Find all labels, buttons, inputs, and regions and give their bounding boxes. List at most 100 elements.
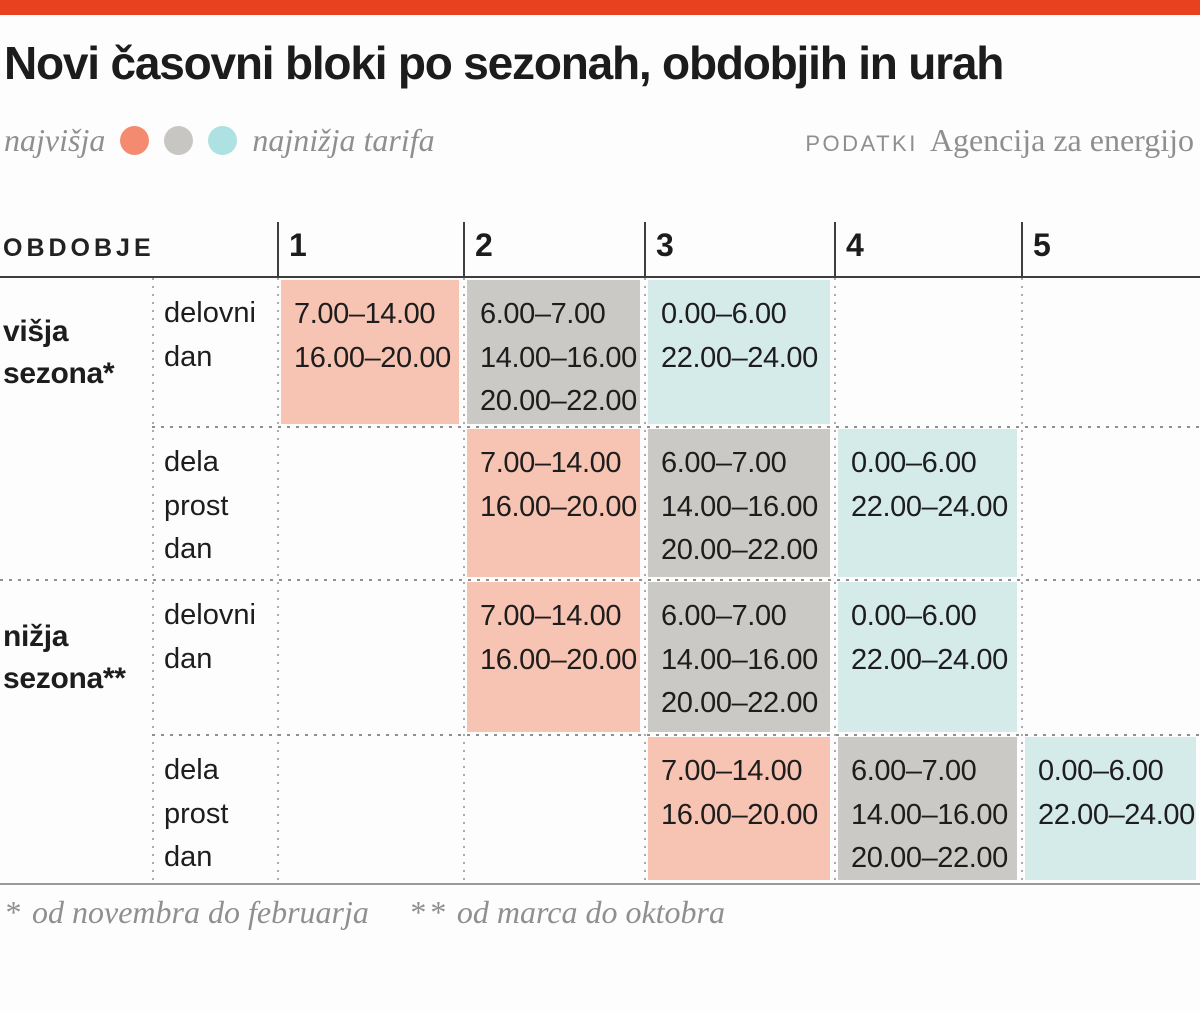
footnote-text: od novembra do februarja <box>32 894 369 930</box>
season-label <box>0 735 152 883</box>
table-row: nižja sezona** delovni dan 7.00–14.00 16.00–2… <box>0 580 1200 735</box>
mid-tariff-block: 6.00–7.00 14.00–16.00 20.00–22.00 <box>648 582 830 732</box>
time-block-cell: 0.00–6.00 22.00–24.00 <box>1021 735 1200 883</box>
day-type-label: dela prost dan <box>152 427 277 580</box>
footnote-marker: * <box>4 894 24 930</box>
column-header-3: 3 <box>644 222 834 276</box>
time-range: 14.00–16.00 <box>661 490 818 523</box>
time-range: 20.00–22.00 <box>851 842 1008 874</box>
tariff-legend: najvišja najnižja tarifa <box>4 122 435 159</box>
time-range: 7.00–14.00 <box>294 298 436 330</box>
mid-tariff-dot <box>164 126 194 155</box>
time-block-cell <box>277 735 463 883</box>
legend-lowest-label: najnižja tarifa <box>252 122 435 158</box>
column-header-1: 1 <box>277 222 463 276</box>
day-type-label-line: delovni <box>164 599 256 631</box>
time-range: 14.00–16.00 <box>661 643 818 676</box>
time-range: 22.00–24.00 <box>1038 798 1195 831</box>
day-type-label: delovni dan <box>152 580 277 735</box>
time-block-cell: 0.00–6.00 22.00–24.00 <box>834 427 1021 580</box>
time-range: 16.00–20.00 <box>294 341 451 374</box>
time-range: 22.00–24.00 <box>661 341 818 374</box>
legend-highest-label: najvišja <box>4 122 106 158</box>
footnote-marker: ** <box>408 894 449 930</box>
time-range: 0.00–6.00 <box>851 447 977 479</box>
column-header-2: 2 <box>463 222 644 276</box>
season-label-line: sezona** <box>3 661 126 695</box>
time-block-cell: 6.00–7.00 14.00–16.00 20.00–22.00 <box>834 735 1021 883</box>
high-tariff-block: 7.00–14.00 16.00–20.00 <box>648 737 830 880</box>
time-block-cell: 7.00–14.00 16.00–20.00 <box>277 278 463 427</box>
time-range: 0.00–6.00 <box>851 600 977 632</box>
column-header-obdobje: OBDOBJE <box>3 234 155 262</box>
season-label: višja sezona* <box>0 278 152 427</box>
high-tariff-block: 7.00–14.00 16.00–20.00 <box>281 280 459 424</box>
day-type-label-line: dan <box>164 340 213 373</box>
time-block-cell <box>277 580 463 735</box>
time-block-cell: 6.00–7.00 14.00–16.00 20.00–22.00 <box>644 580 834 735</box>
time-range: 7.00–14.00 <box>480 600 622 632</box>
footnote-low-season: ** od marca do oktobra <box>409 894 725 931</box>
time-block-cell: 7.00–14.00 16.00–20.00 <box>463 580 644 735</box>
day-type-label: delovni dan <box>152 278 277 427</box>
day-type-label-line: dan <box>164 642 213 675</box>
time-range: 14.00–16.00 <box>851 798 1008 831</box>
time-range: 14.00–16.00 <box>480 341 637 374</box>
time-range: 0.00–6.00 <box>1038 755 1164 787</box>
page-title: Novi časovni bloki po sezonah, obdobjih … <box>4 37 1004 89</box>
mid-tariff-block: 6.00–7.00 14.00–16.00 20.00–22.00 <box>838 737 1017 880</box>
table-row: dela prost dan 7.00–14.00 16.00–20.00 6.00–7.… <box>0 427 1200 580</box>
season-separator-line <box>0 579 1200 581</box>
time-range: 22.00–24.00 <box>851 643 1008 676</box>
table-header: OBDOBJE 1 2 3 4 5 <box>0 222 1200 278</box>
time-range: 6.00–7.00 <box>480 298 606 330</box>
time-range: 7.00–14.00 <box>661 755 803 787</box>
day-type-label-line: dan <box>164 841 213 873</box>
low-tariff-dot <box>208 126 238 155</box>
day-type-label-line: dan <box>164 533 213 565</box>
table-row: višja sezona* delovni dan 7.00–14.00 16.00–20… <box>0 278 1200 427</box>
source-label: PODATKI <box>805 131 918 156</box>
time-block-cell: 7.00–14.00 16.00–20.00 <box>463 427 644 580</box>
table-row: dela prost dan 7.00–14.00 16.00–20.00 6.00–7.… <box>0 735 1200 883</box>
time-block-cell <box>463 735 644 883</box>
column-header-5: 5 <box>1021 222 1200 276</box>
time-range: 22.00–24.00 <box>851 490 1008 523</box>
mid-tariff-block: 6.00–7.00 14.00–16.00 20.00–22.00 <box>648 429 830 577</box>
time-block-cell <box>1021 580 1200 735</box>
time-range: 0.00–6.00 <box>661 298 787 330</box>
time-range: 16.00–20.00 <box>480 490 637 523</box>
time-block-cell <box>277 427 463 580</box>
time-range: 6.00–7.00 <box>661 600 787 632</box>
time-range: 16.00–20.00 <box>480 643 637 676</box>
low-tariff-block: 0.00–6.00 22.00–24.00 <box>838 582 1017 732</box>
time-block-cell: 0.00–6.00 22.00–24.00 <box>834 580 1021 735</box>
day-type-label-line: dela <box>164 446 219 478</box>
day-type-label-line: dela <box>164 754 219 786</box>
row-separator-line <box>152 734 1200 736</box>
mid-tariff-block: 6.00–7.00 14.00–16.00 20.00–22.00 <box>467 280 640 424</box>
time-range: 7.00–14.00 <box>480 447 622 479</box>
footnote-text: od marca do oktobra <box>456 894 725 930</box>
day-type-label-line: prost <box>164 797 229 830</box>
legend-row: najvišja najnižja tarifa PODATKI Agencij… <box>4 122 1194 159</box>
time-range: 20.00–22.00 <box>661 534 818 566</box>
season-label-line: višja <box>3 315 69 349</box>
table-body: višja sezona* delovni dan 7.00–14.00 16.00–20… <box>0 278 1200 885</box>
source-value: Agencija za energijo <box>929 122 1194 158</box>
data-source: PODATKI Agencija za energijo <box>805 122 1194 159</box>
time-block-cell <box>1021 278 1200 427</box>
high-tariff-block: 7.00–14.00 16.00–20.00 <box>467 582 640 732</box>
day-type-label-line: prost <box>164 489 229 522</box>
high-tariff-block: 7.00–14.00 16.00–20.00 <box>467 429 640 577</box>
time-range: 6.00–7.00 <box>661 447 787 479</box>
row-separator-line <box>152 426 1200 428</box>
season-label-line: nižja <box>3 620 69 654</box>
time-range: 20.00–22.00 <box>480 385 637 417</box>
season-label: nižja sezona** <box>0 580 152 735</box>
low-tariff-block: 0.00–6.00 22.00–24.00 <box>838 429 1017 577</box>
time-range: 6.00–7.00 <box>851 755 977 787</box>
low-tariff-block: 0.00–6.00 22.00–24.00 <box>1025 737 1196 880</box>
season-label <box>0 427 152 580</box>
